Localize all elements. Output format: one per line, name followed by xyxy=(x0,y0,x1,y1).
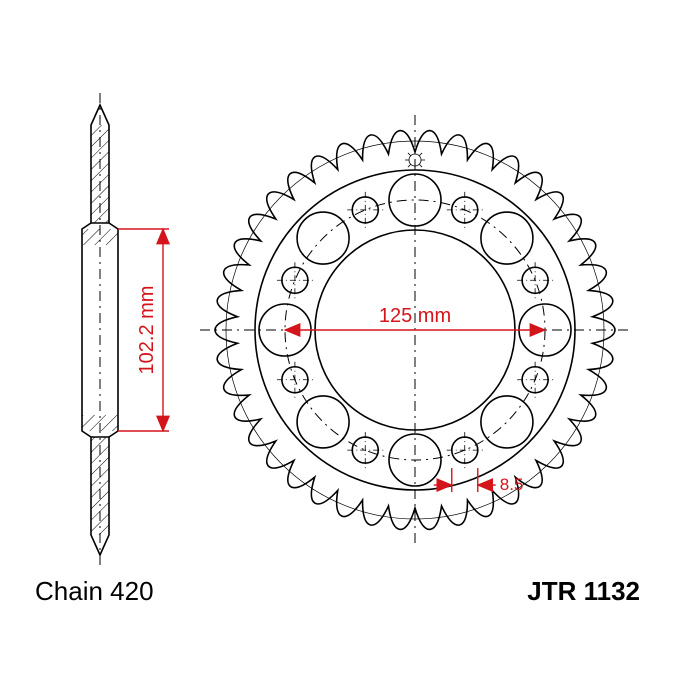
side-view xyxy=(82,93,118,567)
dim-bolt-hole: 8.5 xyxy=(500,475,524,494)
part-number: JTR 1132 xyxy=(527,576,640,606)
dim-bolt-circle: 125 mm xyxy=(379,305,451,327)
technical-drawing: 102.2 mm 125 mm 8.5 Chain 420 JTR 1132 xyxy=(0,0,680,680)
dim-hub-diameter: 102.2 mm xyxy=(136,286,158,375)
chain-label: Chain 420 xyxy=(35,576,154,606)
